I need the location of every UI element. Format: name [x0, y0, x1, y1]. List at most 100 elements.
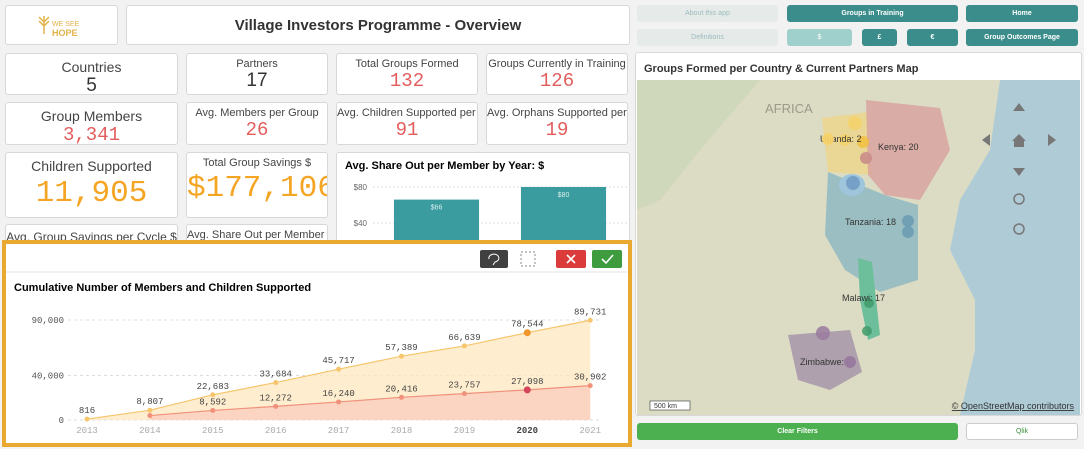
data-label: 16,240 — [322, 389, 354, 399]
kpi-label: Total Group Savings $ — [202, 157, 312, 169]
kpi-value: 5 — [86, 75, 97, 95]
kpi-value: 3,341 — [62, 124, 120, 145]
country-zimbabwe — [788, 330, 862, 390]
country-tanzania — [825, 172, 918, 292]
x-tick-label: 2019 — [454, 426, 476, 436]
kpi-value: 91 — [395, 119, 419, 141]
data-label: 27,098 — [511, 377, 543, 387]
data-point — [523, 386, 531, 394]
currency-button[interactable]: $ — [787, 29, 852, 46]
data-label: 22,683 — [197, 382, 229, 392]
confirm-icon — [601, 254, 614, 265]
map-region-label: AFRICA — [765, 101, 813, 116]
scale-bar — [649, 400, 691, 411]
kpi-card: Total Group Savings $ $177,106 — [186, 152, 328, 218]
logo-box: WE SEE HOPE — [5, 5, 118, 45]
kpi-value: 17 — [246, 70, 268, 91]
x-tick-label: 2018 — [391, 426, 413, 436]
map-title: Groups Formed per Country & Current Part… — [644, 63, 919, 75]
x-tick-label: 2014 — [139, 426, 161, 436]
map-country-label: Kenya: 20 — [878, 142, 919, 152]
kpi-label: Group Members — [40, 108, 143, 124]
cancel-icon — [566, 254, 576, 264]
pan-up[interactable] — [1013, 103, 1025, 111]
map-country-label: Malawi: 17 — [842, 293, 885, 303]
data-label: 30,902 — [574, 373, 606, 383]
x-tick-label: 2020 — [516, 426, 538, 436]
training-button[interactable]: Groups in Training — [787, 5, 958, 22]
lasso-button[interactable] — [480, 250, 508, 268]
data-point — [336, 366, 342, 372]
data-point — [523, 329, 531, 337]
data-point — [461, 391, 467, 397]
clear-filters-button[interactable]: Clear Filters — [637, 423, 958, 440]
bar-value-label: $66 — [431, 205, 443, 212]
x-tick-label: 2013 — [76, 426, 98, 436]
kpi-card: Avg. Members per Group 26 — [186, 102, 328, 145]
map-bubble — [902, 226, 914, 238]
data-point — [210, 407, 216, 413]
logo-tree — [38, 16, 50, 34]
y-tick-label: 90,000 — [32, 316, 64, 326]
currency-button[interactable]: € — [907, 29, 958, 46]
definitions-button[interactable]: Definitions — [637, 29, 778, 46]
map-attribution[interactable]: © OpenStreetMap contributors — [952, 401, 1075, 411]
title-box: Village Investors Programme - Overview — [126, 5, 630, 45]
map-box: Groups Formed per Country & Current Part… — [635, 52, 1082, 416]
outcomes-button[interactable]: Group Outcomes Page — [966, 29, 1078, 46]
kpi-card: Avg. Orphans Supported per ... 19 — [486, 102, 628, 145]
data-point — [84, 416, 90, 422]
home-button[interactable]: Home — [966, 5, 1078, 22]
logo: WE SEE HOPE — [38, 16, 80, 38]
map-bubble — [822, 133, 834, 145]
kpi-card: Avg. Children Supported per G...91 — [336, 102, 478, 145]
data-point — [399, 353, 404, 359]
map: AFRICA Uganda: 2 Kenya: 20 Tanzania: 18 … — [637, 80, 1080, 415]
map-body: AFRICA Uganda: 2 Kenya: 20 Tanzania: 18 … — [637, 80, 1080, 415]
pan-down[interactable] — [1013, 168, 1025, 176]
page-title: Village Investors Programme - Overview — [234, 16, 522, 34]
qlik-button[interactable]: Qlik — [966, 423, 1078, 440]
expanded-chart-panel: Cumulative Number of Members and Childre… — [2, 240, 632, 447]
kpi-label: Groups Currently in Training — [488, 58, 626, 70]
kpi-value: $177,106 — [187, 171, 328, 206]
map-country-label: Zimbabwe: 6 — [800, 357, 852, 367]
map-bubble — [848, 116, 862, 130]
chart-title: Avg. Share Out per Member by Year: $ — [345, 160, 544, 172]
map-bubble — [844, 356, 856, 368]
data-label: 57,389 — [385, 343, 417, 353]
y-tick-label: 0 — [59, 416, 64, 426]
select-button[interactable] — [520, 251, 536, 267]
terrain — [637, 80, 760, 210]
kpi-value: 11,905 — [35, 176, 148, 211]
ocean — [950, 80, 1080, 415]
x-tick-label: 2015 — [202, 426, 224, 436]
confirm-button[interactable] — [592, 250, 622, 268]
about-button[interactable]: About this app — [637, 5, 778, 22]
map-country-label: Uganda: 2 — [820, 134, 862, 144]
kpi-label: Avg. Orphans Supported per ... — [487, 107, 627, 119]
kpi-card: Countries 5 — [5, 53, 178, 95]
zoom-in[interactable] — [1013, 193, 1025, 205]
home-view[interactable] — [1012, 134, 1026, 147]
map-bubble — [839, 134, 851, 146]
bar-chart: Avg. Share Out per Member by Year: $ $40… — [345, 160, 627, 251]
data-point — [587, 317, 593, 323]
pan-left[interactable] — [982, 134, 990, 146]
y-tick-label: $40 — [354, 219, 368, 228]
currency-button[interactable]: £ — [862, 29, 897, 46]
kpi-card: Group Members 3,341 — [5, 102, 178, 145]
kpi-card: Partners 17 — [186, 53, 328, 95]
kpi-label: Avg. Children Supported per G... — [337, 107, 477, 119]
data-point — [210, 392, 216, 398]
data-label: 45,717 — [322, 356, 354, 366]
chart-body: Cumulative Number of Members and Childre… — [6, 250, 628, 436]
map-bubble — [816, 326, 830, 340]
pan-right[interactable] — [1048, 134, 1056, 146]
zoom-out[interactable] — [1013, 223, 1025, 235]
data-label: 89,731 — [574, 307, 606, 317]
data-point — [147, 413, 153, 419]
data-label: 12,272 — [259, 393, 291, 403]
kpi-label: Children Supported — [31, 158, 152, 174]
country-kenya — [866, 100, 950, 200]
